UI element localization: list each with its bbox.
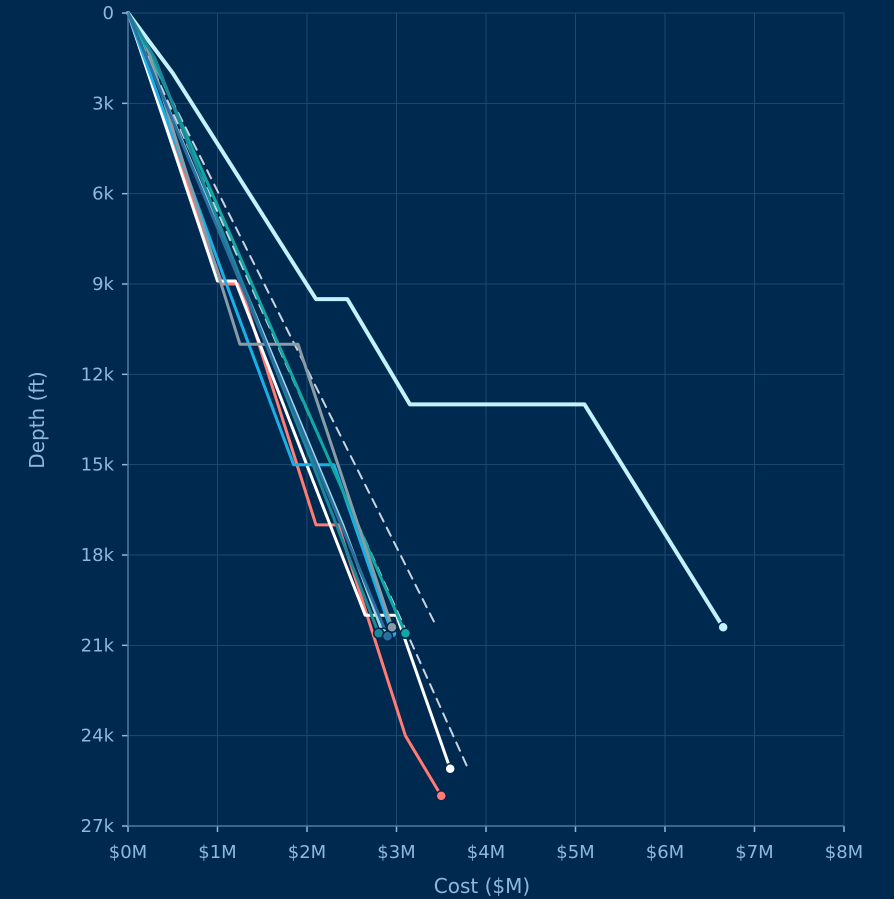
series-end-marker-0 xyxy=(717,621,729,634)
series-lines xyxy=(126,11,726,798)
x-tick-label: $3M xyxy=(377,842,415,863)
y-tick-label: 15k xyxy=(81,455,115,476)
y-tick-label: 6k xyxy=(92,184,114,205)
y-tick-label: 24k xyxy=(81,726,115,747)
grid xyxy=(127,12,845,827)
x-tick-label: $2M xyxy=(288,842,326,863)
x-tick-label: $6M xyxy=(646,842,684,863)
y-tick-label: 12k xyxy=(81,364,115,385)
y-tick-label: 18k xyxy=(81,545,115,566)
x-tick-label: $4M xyxy=(467,842,505,863)
series-line-0 xyxy=(126,11,726,630)
trend-line-4 xyxy=(127,12,470,770)
series-end-marker-2 xyxy=(444,763,456,775)
x-tick-label: $7M xyxy=(735,842,773,863)
series-end-marker-1 xyxy=(435,790,447,802)
x-tick-label: $1M xyxy=(198,842,236,863)
axes: $0M $1M $2M $3M $4M $5M $6M $7M $8M 0 3k 6k 9k 12k 15k… xyxy=(81,3,864,863)
x-tick-label: $5M xyxy=(556,842,594,863)
series-end-marker-7 xyxy=(386,621,398,634)
series-end-marker-10 xyxy=(381,630,394,643)
x-tick-label: $0M xyxy=(109,842,147,863)
y-tick-label: 0 xyxy=(103,3,114,24)
y-tick-label: 21k xyxy=(81,635,115,656)
series-line-9 xyxy=(126,11,381,635)
y-tick-label: 27k xyxy=(81,816,115,837)
end-markers xyxy=(372,621,729,802)
y-tick-label: 3k xyxy=(92,93,114,114)
y-tick-label: 9k xyxy=(92,274,114,295)
series-end-marker-6 xyxy=(399,627,412,640)
y-axis-title: Depth (ft) xyxy=(25,371,49,468)
series-line-2 xyxy=(126,11,452,771)
series-line-10 xyxy=(126,11,390,638)
x-axis-title: Cost ($M) xyxy=(434,874,530,898)
x-tick-label: $8M xyxy=(825,842,863,863)
